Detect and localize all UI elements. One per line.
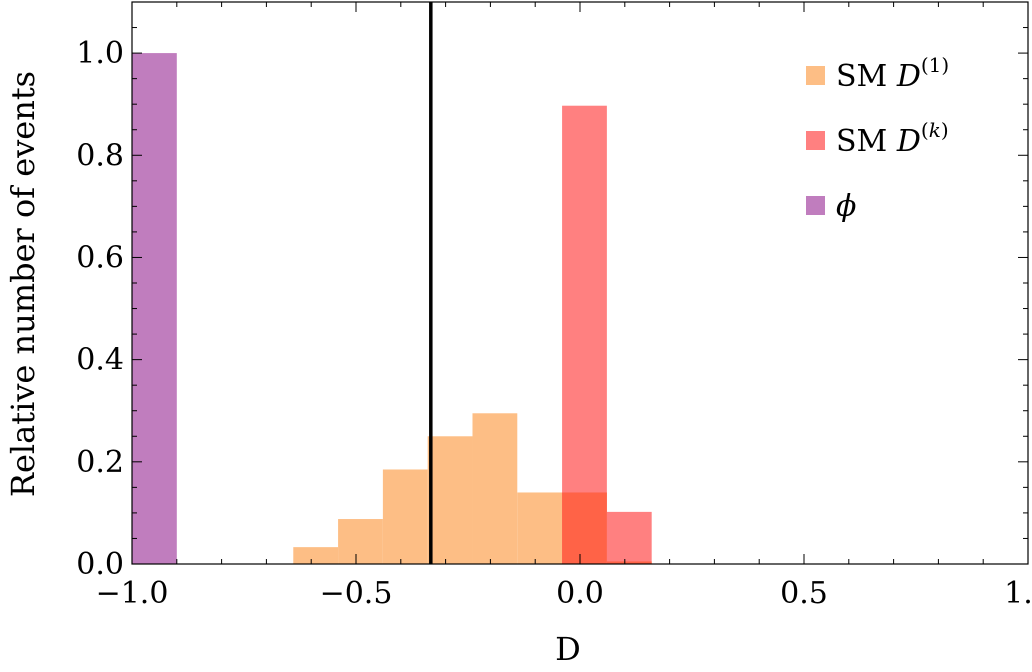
x-tick-label: −0.5 bbox=[320, 576, 393, 611]
bar-series-0-bin-0 bbox=[293, 547, 339, 564]
bar-series-1-bin-1 bbox=[606, 511, 652, 564]
x-tick-label: 0.0 bbox=[556, 576, 604, 611]
legend-swatch-0 bbox=[806, 66, 825, 85]
bar-series-0-bin-5 bbox=[517, 492, 563, 564]
bar-overlap-bin-1 bbox=[606, 561, 652, 564]
legend-entry-0: SM D(1) bbox=[836, 53, 949, 94]
y-tick-label: 0.8 bbox=[76, 138, 124, 173]
bar-series-1-bin-0 bbox=[562, 105, 607, 565]
y-tick-label: 0.6 bbox=[76, 240, 124, 275]
bar-series-0-bin-4 bbox=[472, 413, 518, 564]
bar-overlap-bin-0 bbox=[562, 492, 607, 564]
legend: SM D(1) SM D(k) ϕ bbox=[806, 53, 949, 224]
y-tick-label: 0.4 bbox=[76, 343, 124, 378]
bar-series-0-bin-2 bbox=[382, 469, 428, 564]
legend-swatch-1 bbox=[806, 131, 825, 150]
legend-entry-1: SM D(k) bbox=[836, 118, 949, 159]
bar-series-2-bin-0 bbox=[132, 53, 177, 564]
legend-entry-2: ϕ bbox=[836, 189, 856, 224]
ticks-layer: −1.0 −0.5 0.0 0.5 1.0 0.0 0.2 0.4 0.6 0.8 1.0 bbox=[76, 1, 1032, 611]
x-tick-label: 0.5 bbox=[780, 576, 828, 611]
y-tick-label: 0.2 bbox=[76, 445, 124, 480]
y-tick-label: 0.0 bbox=[76, 547, 124, 582]
x-axis-label: D bbox=[555, 630, 581, 668]
x-tick-label: −1.0 bbox=[96, 576, 169, 611]
y-tick-label: 1.0 bbox=[76, 36, 124, 71]
bar-series-0-bin-1 bbox=[338, 519, 383, 564]
x-tick-label: 1.0 bbox=[1004, 576, 1032, 611]
bars-layer bbox=[132, 53, 652, 565]
y-axis-label: Relative number of events bbox=[4, 71, 42, 497]
bar-series-0-bin-3 bbox=[427, 436, 473, 564]
legend-swatch-2 bbox=[806, 196, 825, 215]
